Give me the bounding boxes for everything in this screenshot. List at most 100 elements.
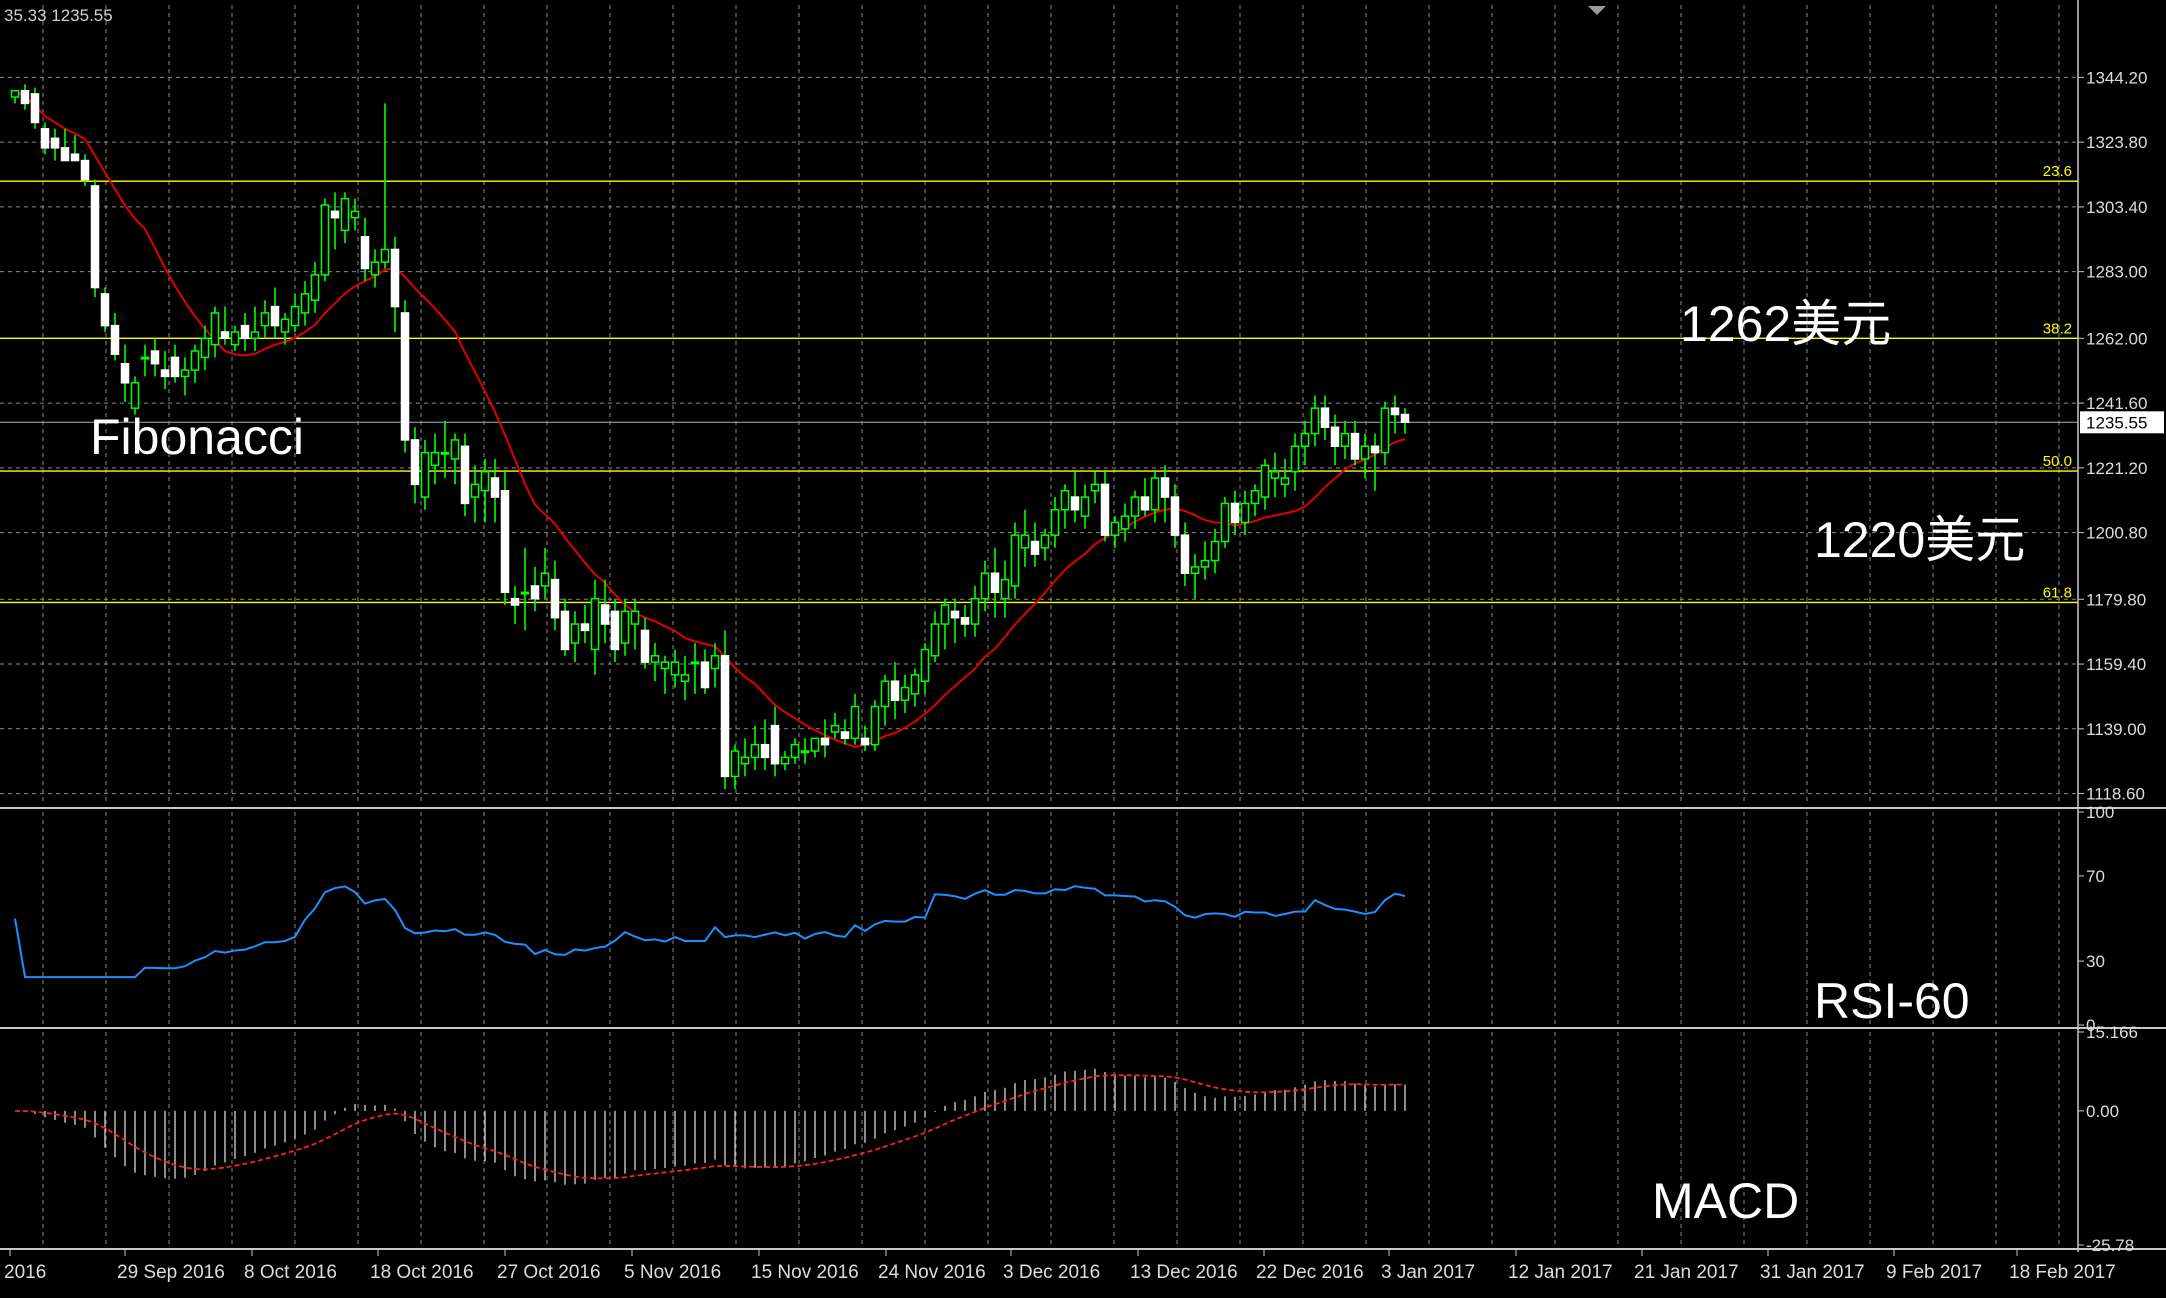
candle-body: [30, 93, 40, 124]
price-tick-label: 1139.00: [2086, 720, 2146, 739]
candle-body: [830, 724, 840, 733]
macd-tick-label: 0.00: [2086, 1102, 2119, 1121]
candle-body: [110, 324, 120, 355]
rsi-tick-label: 30: [2086, 952, 2105, 971]
x-tick-label: 24 Nov 2016: [878, 1262, 986, 1283]
candle-body: [1060, 489, 1070, 511]
candle-body: [1280, 477, 1290, 486]
y-tick-labels: 1344.20 1323.80 1303.40 1283.00 1262.00 1241.…: [2078, 68, 2164, 1255]
x-tick-labels: 2016 29 Sep 2016 8 Oct 2016 18 Oct 2016 27 O…: [4, 1250, 2116, 1283]
price-tick-label: 1200.80: [2086, 524, 2147, 543]
x-tick-label: 27 Oct 2016: [497, 1262, 601, 1283]
candle-body: [240, 324, 250, 340]
candle-body: [190, 350, 200, 371]
candle-body: [170, 356, 180, 378]
candle-body: [460, 445, 470, 505]
candle-body: [90, 185, 100, 289]
candle-body: [180, 369, 190, 378]
candle-body: [1200, 559, 1210, 568]
x-tick-label: 3 Jan 2017: [1381, 1262, 1475, 1283]
candle-body: [1090, 483, 1100, 492]
candle-body: [420, 451, 430, 498]
candle-body: [20, 89, 30, 105]
candle-body: [1170, 496, 1180, 536]
candle-body: [50, 137, 60, 149]
candle-body: [1030, 540, 1040, 555]
candle-body: [700, 661, 710, 689]
candle-body: [1310, 407, 1320, 435]
price-1220-annotation: 1220美元: [1814, 512, 2026, 568]
candle-body: [400, 312, 410, 441]
candle-body: [1320, 407, 1330, 428]
candle-body: [160, 369, 170, 378]
candle-body: [1100, 483, 1110, 536]
fib-label-0: 23.6: [2043, 163, 2072, 180]
candle-body: [1180, 534, 1190, 575]
macd-tick-label: 15.166: [2086, 1023, 2138, 1042]
candle-body: [850, 705, 860, 740]
x-tick-label: 31 Jan 2017: [1760, 1262, 1865, 1283]
candle-body: [1380, 407, 1390, 454]
fibonacci-levels: 23.6 38.2 50.0 61.8: [0, 163, 2078, 604]
x-tick-label: 13 Dec 2016: [1130, 1262, 1238, 1283]
price-tick-label: 1179.80: [2086, 590, 2146, 609]
candle-body: [720, 655, 730, 778]
candle-body: [370, 261, 380, 276]
candle-body: [910, 674, 920, 695]
candle-body: [690, 661, 700, 665]
candle-body: [970, 597, 980, 625]
candle-body: [950, 610, 960, 619]
candle-body: [660, 661, 670, 670]
candle-body: [610, 610, 620, 651]
candle-body: [1080, 496, 1090, 517]
candle-body: [960, 616, 970, 625]
x-tick-label: 15 Nov 2016: [751, 1262, 859, 1283]
candle-body: [1390, 407, 1400, 416]
candle-body: [380, 248, 390, 263]
candle-body: [810, 737, 820, 752]
candle-body: [1160, 477, 1170, 498]
price-tick-label: 1159.40: [2086, 655, 2146, 674]
candle-body: [540, 572, 550, 587]
candle-body: [740, 756, 750, 765]
candle-body: [860, 737, 870, 746]
candle-body: [320, 204, 330, 276]
candle-body: [470, 483, 480, 498]
price-tick-label: 1323.80: [2086, 133, 2147, 152]
x-tick-label: 12 Jan 2017: [1508, 1262, 1613, 1283]
macd-annotation: MACD: [1652, 1173, 1800, 1229]
price-tick-label: 1221.20: [2086, 459, 2147, 478]
candle-body: [530, 585, 540, 600]
fib-label-2: 50.0: [2043, 453, 2072, 470]
candle-body: [1070, 496, 1080, 511]
candle-body: [1150, 477, 1160, 511]
candle-body: [1260, 464, 1270, 498]
x-tick-label: 18 Oct 2016: [370, 1262, 474, 1283]
macd-panel: [14, 1068, 1406, 1185]
candle-body: [310, 274, 320, 301]
candle-body: [940, 604, 950, 625]
rsi-tick-label: 70: [2086, 867, 2105, 886]
candle-body: [1040, 534, 1050, 549]
candle-body: [1140, 496, 1150, 511]
candle-body: [120, 362, 130, 384]
candle-body: [1190, 566, 1200, 575]
candle-body: [800, 750, 810, 754]
candle-body: [1330, 426, 1340, 448]
chart-shift-marker-icon[interactable]: [1588, 6, 1606, 15]
candle-body: [770, 724, 780, 765]
x-tick-label: 21 Jan 2017: [1634, 1262, 1739, 1283]
x-tick-label: 18 Feb 2017: [2009, 1262, 2116, 1283]
current-price-label: 1235.55: [2086, 413, 2147, 432]
candle-body: [250, 331, 260, 340]
fib-label-3: 61.8: [2043, 584, 2072, 601]
x-tick-label: 3 Dec 2016: [1003, 1262, 1100, 1283]
candle-body: [550, 578, 560, 619]
candle-body: [1050, 509, 1060, 536]
candle-body: [60, 147, 70, 162]
candle-body: [100, 293, 110, 327]
x-tick-label: 22 Dec 2016: [1256, 1262, 1364, 1283]
candle-body: [980, 572, 990, 600]
x-tick-label: 29 Sep 2016: [117, 1262, 225, 1283]
